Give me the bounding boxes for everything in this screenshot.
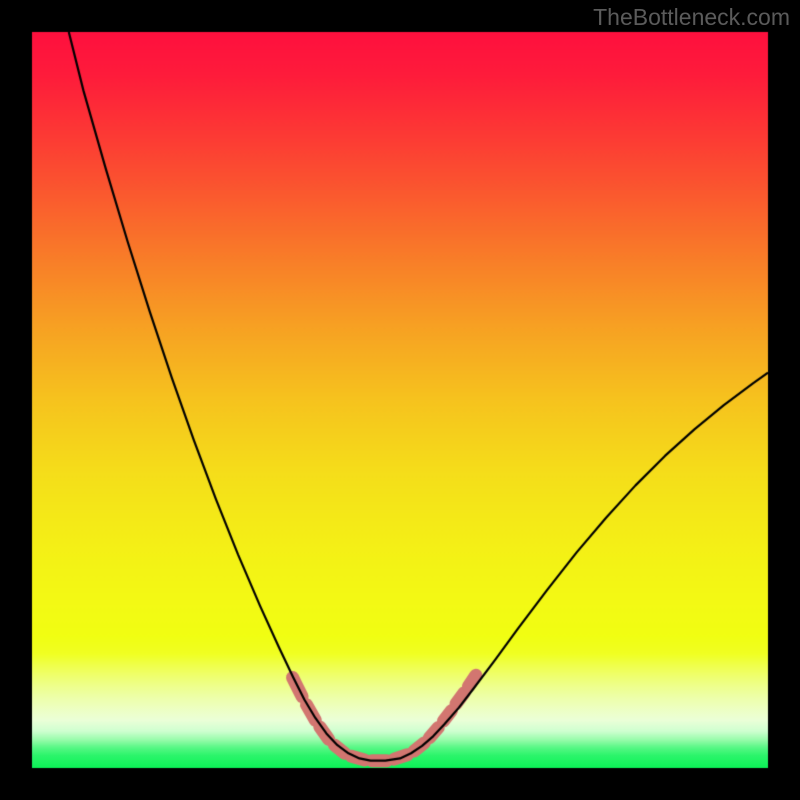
watermark-text: TheBottleneck.com <box>593 4 790 31</box>
bottleneck-chart-canvas <box>0 0 800 800</box>
chart-root: TheBottleneck.com <box>0 0 800 800</box>
